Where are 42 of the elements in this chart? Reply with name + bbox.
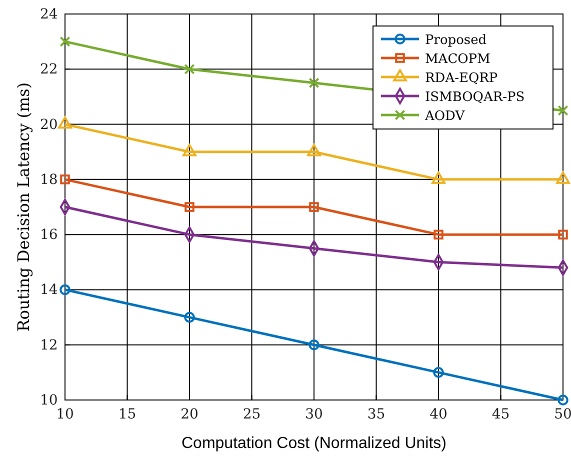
point <box>556 172 570 184</box>
legend-label: AODV <box>424 109 466 124</box>
y-tick-label: 24 <box>40 6 58 22</box>
point <box>558 230 568 240</box>
point <box>307 144 321 156</box>
x-tick-label: 20 <box>180 406 198 422</box>
point <box>60 36 70 47</box>
y-tick-label: 14 <box>40 282 58 298</box>
y-tick-label: 12 <box>40 337 58 354</box>
point <box>558 105 568 116</box>
x-axis-title: Computation Cost (Normalized Units) <box>182 435 446 452</box>
point <box>558 394 568 406</box>
legend-label: Proposed <box>425 33 487 48</box>
x-tick-label: 30 <box>305 406 323 422</box>
point <box>58 116 72 129</box>
legend-label: RDA-EQRP <box>425 71 498 86</box>
point <box>60 284 70 296</box>
y-tick-label: 18 <box>40 172 58 188</box>
x-tick-label: 45 <box>492 406 510 422</box>
legend-label: ISMBOQAR-PS <box>425 90 525 105</box>
point <box>184 312 195 323</box>
point <box>309 202 319 212</box>
point <box>308 78 320 88</box>
x-tick-label: 50 <box>554 406 571 422</box>
point <box>184 202 194 212</box>
y-axis-title: Routing Decision Latency (ms) <box>14 82 33 332</box>
point <box>184 64 195 74</box>
x-tick-label: 10 <box>56 406 74 422</box>
legend-label: MACOPM <box>425 52 490 67</box>
point <box>433 367 444 378</box>
point <box>182 144 196 156</box>
point <box>432 172 446 184</box>
y-tick-label: 20 <box>40 116 58 133</box>
x-tick-label: 25 <box>242 406 261 422</box>
x-tick-label: 15 <box>118 406 136 422</box>
y-tick-label: 22 <box>40 62 58 78</box>
x-tick-label: 35 <box>367 406 386 422</box>
x-tick-label: 40 <box>430 406 448 422</box>
point <box>434 230 444 240</box>
y-tick-label: 10 <box>40 392 58 408</box>
point <box>308 339 320 350</box>
y-tick-label: 16 <box>40 227 58 244</box>
